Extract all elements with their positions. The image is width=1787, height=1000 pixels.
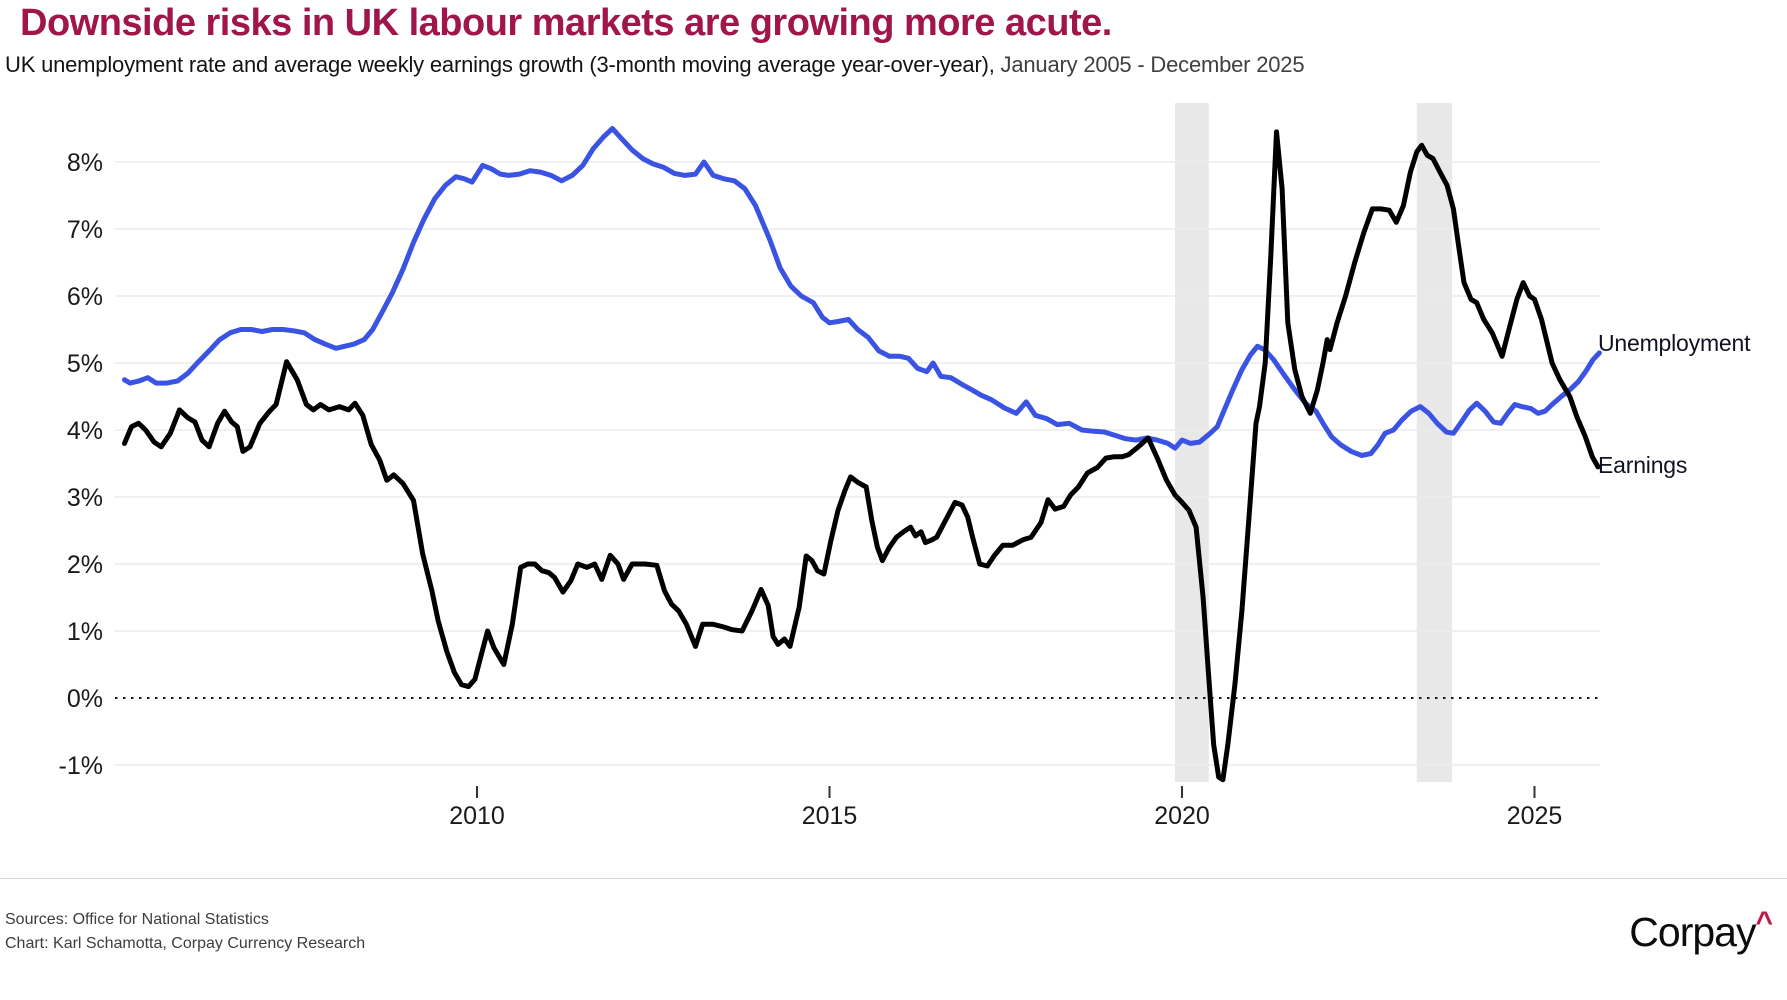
x-axis-label: 2020: [1154, 802, 1210, 830]
chart-subtitle: UK unemployment rate and average weekly …: [5, 52, 1305, 78]
x-axis-label: 2015: [802, 802, 858, 830]
corpay-logo-caret-icon: ^: [1755, 906, 1773, 939]
y-axis-label: 7%: [67, 216, 103, 244]
corpay-logo-text: Corpay: [1629, 909, 1756, 955]
y-axis-label: 8%: [67, 149, 103, 177]
y-axis-label: 4%: [67, 417, 103, 445]
y-axis-label: 6%: [67, 283, 103, 311]
y-axis-label: 1%: [67, 618, 103, 646]
y-axis-label: 3%: [67, 484, 103, 512]
series-line-unemployment: [122, 126, 1602, 458]
credit-line: Chart: Karl Schamotta, Corpay Currency R…: [5, 935, 366, 952]
corpay-logo: Corpay^: [1629, 906, 1773, 956]
footer-divider: [0, 878, 1787, 879]
chart-canvas: 8% 7% 6% 5% 4% 3% 2% 1% 0% -1% 2010 2015 2020 2025: [59, 103, 1602, 830]
series-label-unemployment: Unemployment: [1598, 330, 1751, 356]
y-axis-label: 2%: [67, 551, 103, 579]
series-line-earnings: [122, 129, 1601, 783]
sources-line: Sources: Office for National Statistics: [5, 911, 269, 928]
subtitle-description: UK unemployment rate and average weekly …: [5, 52, 995, 77]
x-axis-label: 2010: [449, 802, 505, 830]
footer: Sources: Office for National Statistics …: [5, 908, 365, 956]
y-axis-label: -1%: [59, 752, 103, 780]
y-axis-label: 5%: [67, 350, 103, 378]
shaded-band: [1416, 103, 1453, 782]
x-axis-label: 2025: [1507, 802, 1563, 830]
y-axis-label: 0%: [67, 685, 103, 713]
page-title: Downside risks in UK labour markets are …: [20, 2, 1112, 44]
subtitle-period: January 2005 - December 2025: [1000, 52, 1305, 77]
series-label-earnings: Earnings: [1598, 452, 1688, 478]
